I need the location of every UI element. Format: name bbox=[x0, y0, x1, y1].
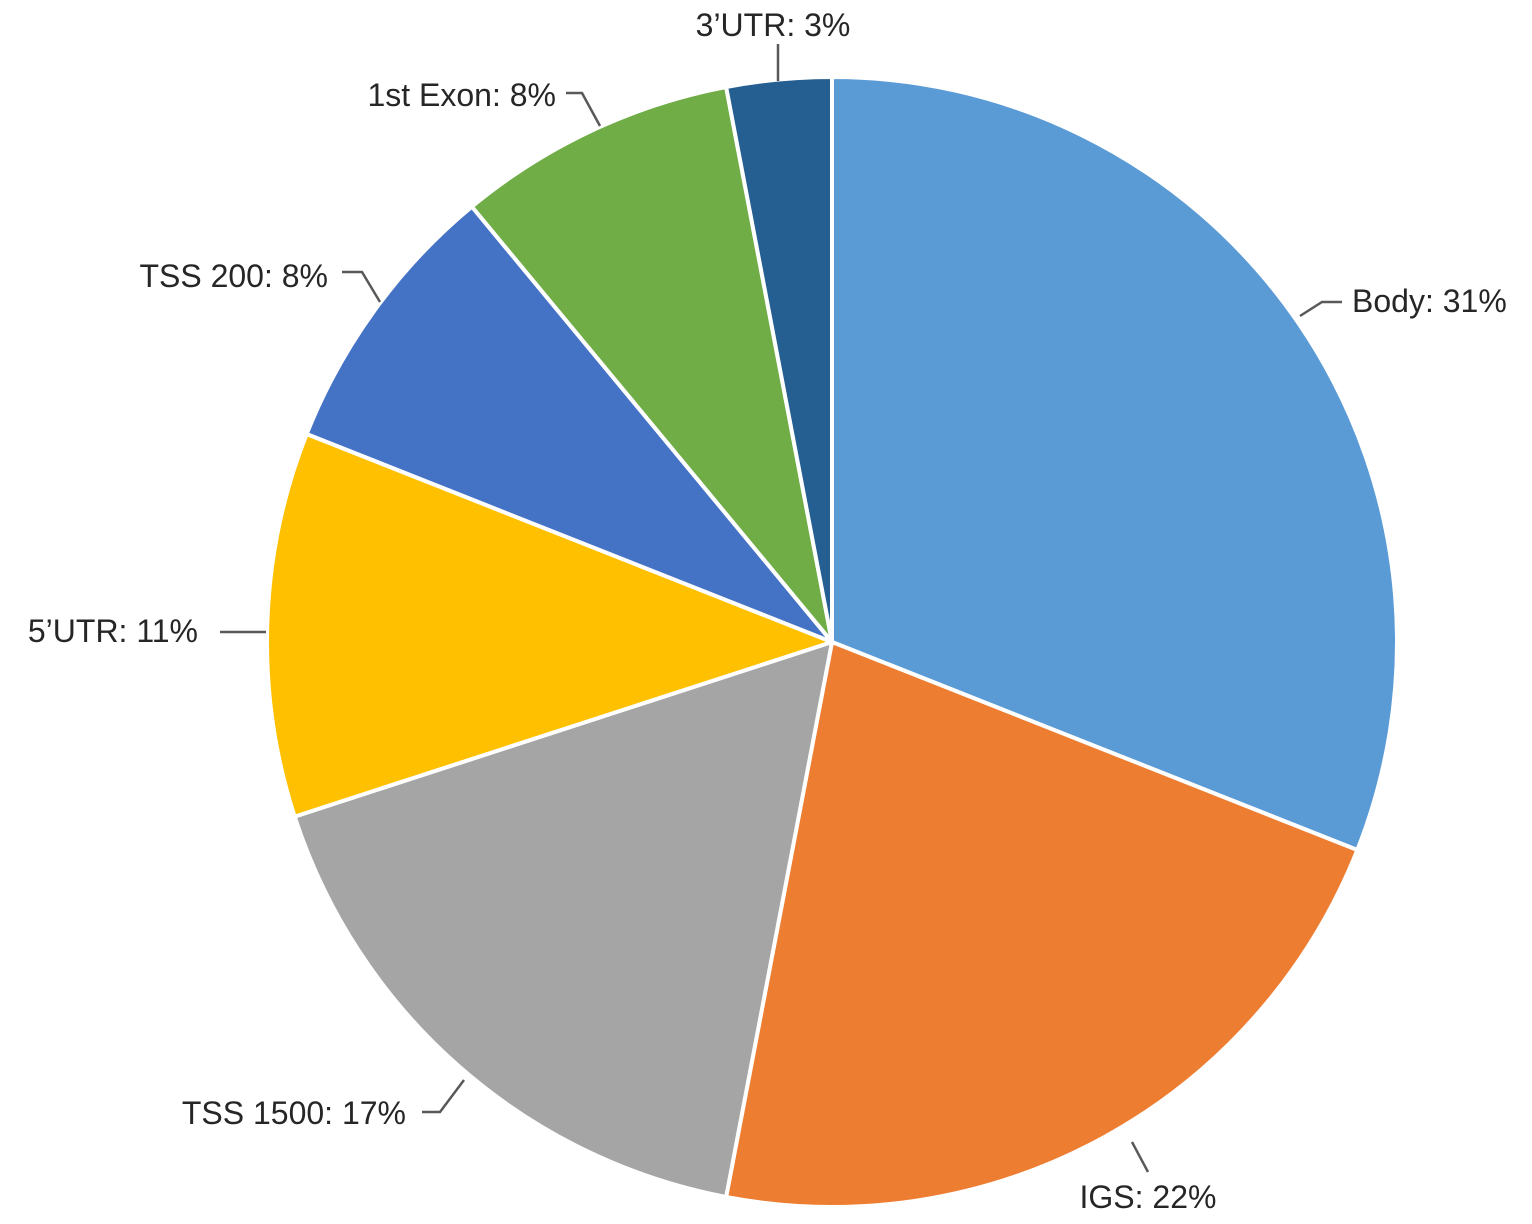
pie-slice-5utr bbox=[265, 432, 834, 819]
pie-slice-tss-200 bbox=[304, 204, 834, 644]
pie-slice-igs bbox=[724, 640, 1360, 1209]
leader-line-body bbox=[1299, 300, 1342, 318]
pie-slice-body bbox=[830, 75, 1399, 852]
leader-line-tss-200 bbox=[342, 270, 382, 303]
data-label-igs: IGS: 22% bbox=[1080, 1179, 1217, 1215]
leader-line-1st-exon bbox=[566, 91, 602, 127]
leader-line-tss-1500 bbox=[422, 1079, 465, 1114]
data-labels: Body: 31% IGS: 22% TSS 1500: 17% 5’UTR: 11%… bbox=[28, 7, 1507, 1215]
pie-slice-1st-exon bbox=[469, 85, 834, 644]
data-label-3utr: 3’UTR: 3% bbox=[696, 7, 851, 43]
leader-line-igs bbox=[1130, 1141, 1150, 1173]
data-label-1st-exon: 1st Exon: 8% bbox=[367, 77, 556, 113]
data-label-body: Body: 31% bbox=[1352, 283, 1507, 319]
data-label-tss-200: TSS 200: 8% bbox=[139, 258, 328, 294]
data-label-5utr: 5’UTR: 11% bbox=[28, 613, 198, 649]
data-label-tss-1500: TSS 1500: 17% bbox=[182, 1095, 406, 1131]
pie-slice-tss-1500 bbox=[292, 640, 834, 1199]
leader-lines bbox=[220, 44, 1342, 1173]
pie-slices bbox=[265, 75, 1399, 1209]
